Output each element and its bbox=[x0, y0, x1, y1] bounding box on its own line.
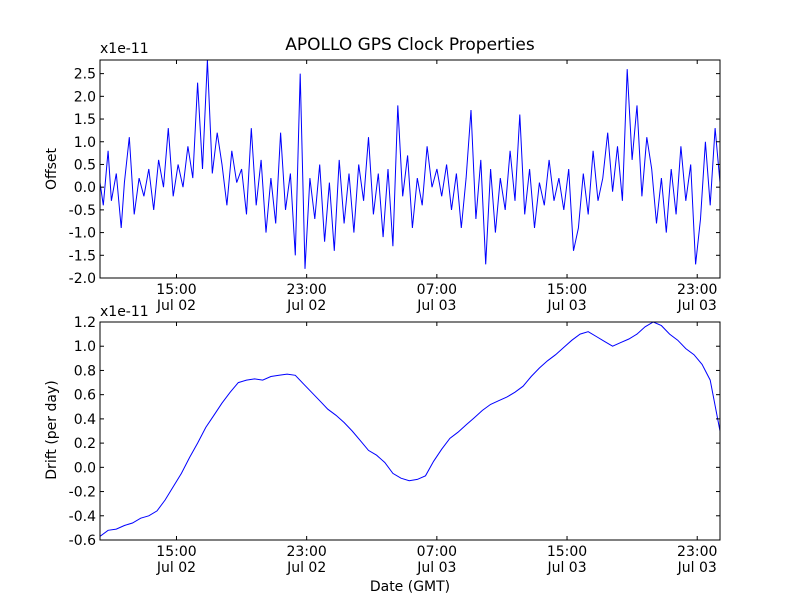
offset-x-tick-date-label: Jul 03 bbox=[416, 298, 456, 314]
drift-y-tick-label: 0.8 bbox=[74, 363, 96, 379]
drift-x-tick-time-label: 15:00 bbox=[547, 544, 587, 560]
offset-y-tick-label: -1.5 bbox=[69, 248, 96, 264]
offset-y-tick-label: -0.5 bbox=[69, 203, 96, 219]
drift-y-tick-label: -0.4 bbox=[69, 509, 96, 525]
drift-x-tick-time-label: 23:00 bbox=[677, 544, 717, 560]
drift-x-tick-time-label: 15:00 bbox=[156, 544, 196, 560]
offset-x-tick-date-label: Jul 02 bbox=[286, 298, 326, 314]
offset-plot-frame bbox=[99, 59, 721, 279]
offset-x-tick-time-label: 23:00 bbox=[286, 282, 326, 298]
offset-y-tick-label: 1.0 bbox=[74, 135, 96, 151]
offset-x-tick-date-label: Jul 03 bbox=[677, 298, 717, 314]
offset-y-tick-label: -2.0 bbox=[69, 271, 96, 287]
offset-x-tick-date-label: Jul 02 bbox=[156, 298, 196, 314]
offset-panel: x1e-11 Offset -2.0 -1.5 -1.0 -0.5 0.0 0.5 1.0 1… bbox=[44, 41, 721, 314]
offset-x-tick-time-label: 23:00 bbox=[677, 282, 717, 298]
drift-series-line bbox=[100, 322, 720, 537]
drift-x-tick-date-label: Jul 03 bbox=[416, 560, 456, 576]
drift-x-tick-date-label: Jul 02 bbox=[156, 560, 196, 576]
offset-y-tick-label: 2.0 bbox=[74, 89, 96, 105]
drift-y-tick-label: 0.2 bbox=[74, 436, 96, 452]
drift-x-tick-date-label: Jul 02 bbox=[286, 560, 326, 576]
drift-x-axis-label: Date (GMT) bbox=[370, 579, 450, 595]
offset-y-tick-label: 0.5 bbox=[74, 157, 96, 173]
chart-title: APOLLO GPS Clock Properties bbox=[285, 35, 535, 55]
drift-y-tick-label: 0.6 bbox=[74, 388, 96, 404]
drift-y-tick-label: -0.6 bbox=[69, 533, 96, 549]
drift-x-tick-time-label: 07:00 bbox=[417, 544, 457, 560]
offset-y-tick-label: 2.5 bbox=[74, 67, 96, 83]
offset-x-tick-time-label: 15:00 bbox=[547, 282, 587, 298]
drift-y-tick-label: 1.0 bbox=[74, 339, 96, 355]
drift-x-tick-time-label: 23:00 bbox=[286, 544, 326, 560]
offset-x-tick-date-label: Jul 03 bbox=[546, 298, 586, 314]
offset-series-line bbox=[100, 60, 720, 269]
drift-x-tick-date-label: Jul 03 bbox=[546, 560, 586, 576]
drift-y-tick-label: 0.0 bbox=[74, 460, 96, 476]
offset-x-tick-time-label: 15:00 bbox=[156, 282, 196, 298]
drift-exponent-label: x1e-11 bbox=[100, 304, 149, 320]
drift-plot-frame bbox=[99, 321, 721, 541]
drift-panel: x1e-11 Drift (per day) Date (GMT) -0.6 -0… bbox=[44, 304, 721, 595]
offset-exponent-label: x1e-11 bbox=[100, 41, 149, 57]
offset-x-tick-time-label: 07:00 bbox=[417, 282, 457, 298]
drift-y-tick-label: -0.2 bbox=[69, 485, 96, 501]
drift-y-tick-label: 0.4 bbox=[74, 412, 96, 428]
offset-y-tick-label: 1.5 bbox=[74, 112, 96, 128]
drift-y-axis-label: Drift (per day) bbox=[44, 380, 60, 479]
drift-y-tick-label: 1.2 bbox=[74, 315, 96, 331]
offset-y-axis-label: Offset bbox=[44, 147, 60, 190]
drift-x-tick-date-label: Jul 03 bbox=[677, 560, 717, 576]
offset-y-tick-label: 0.0 bbox=[74, 180, 96, 196]
offset-y-tick-label: -1.0 bbox=[69, 226, 96, 242]
